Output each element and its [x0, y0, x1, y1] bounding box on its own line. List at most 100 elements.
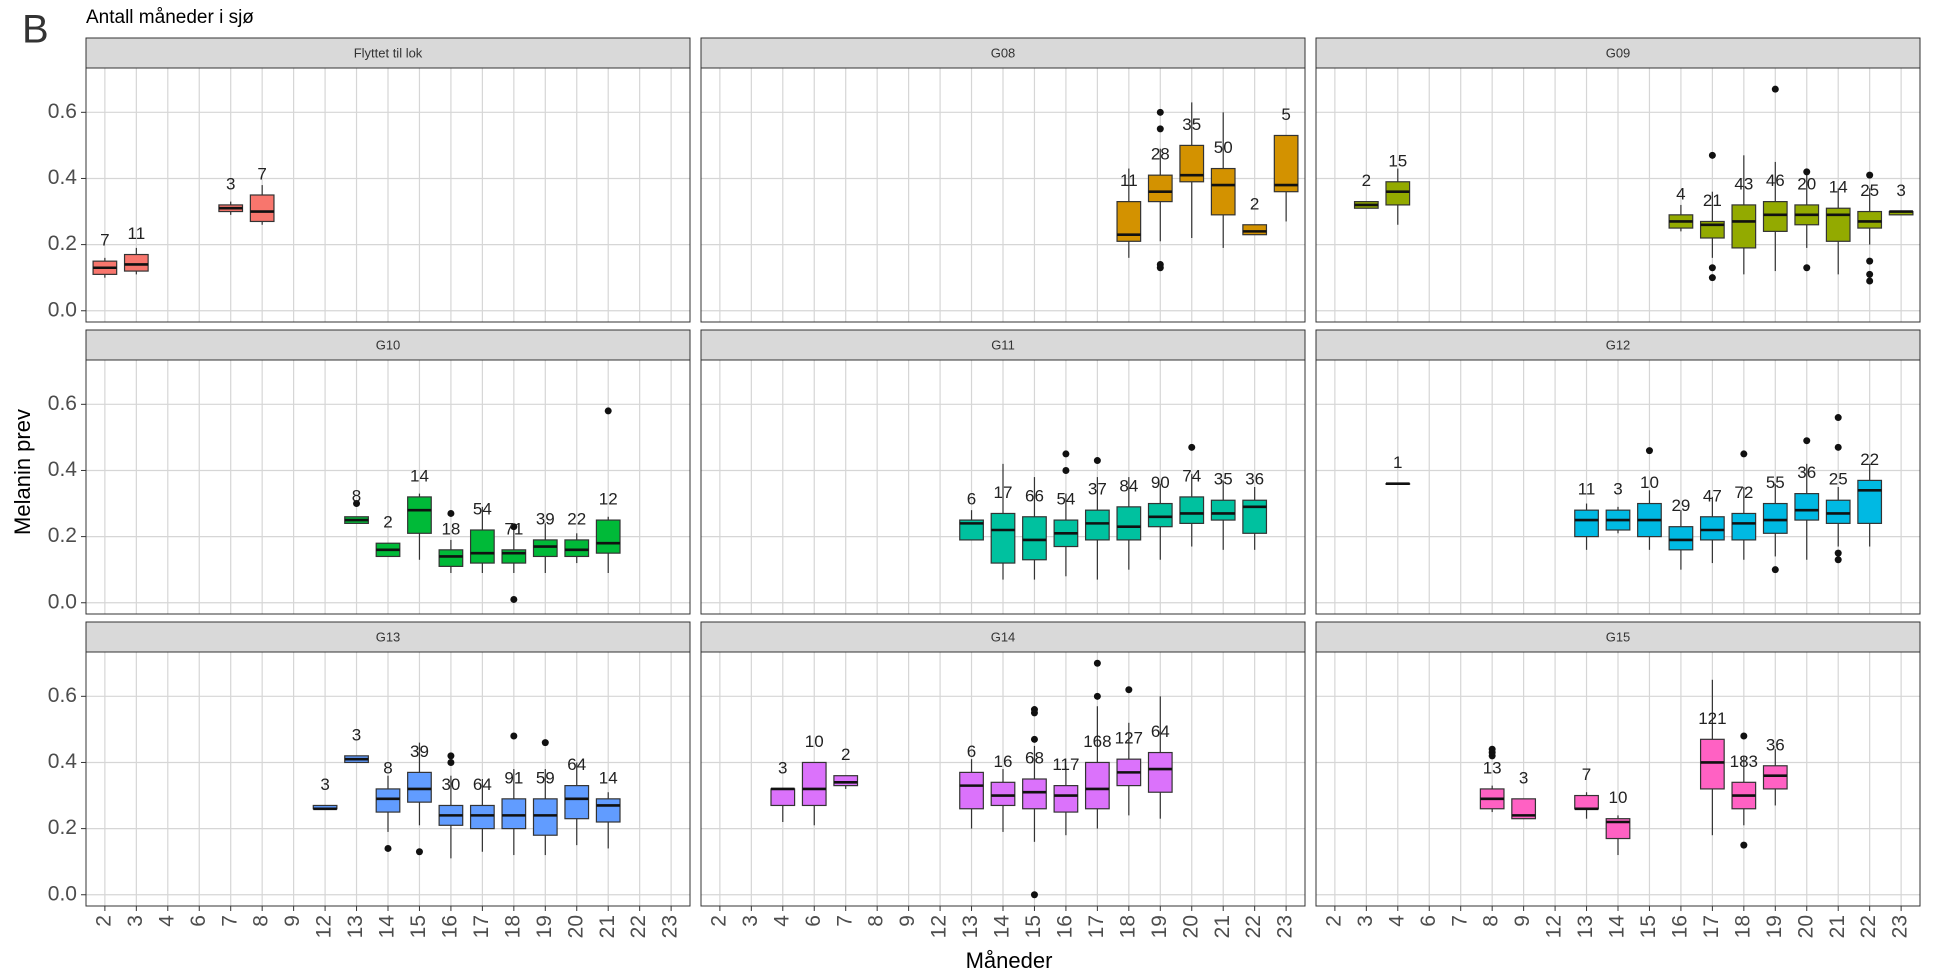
outlier: [1771, 566, 1779, 574]
panel-border: [1315, 67, 1921, 323]
count-label: 168: [1083, 732, 1111, 751]
count-label: 3: [1519, 768, 1528, 787]
outlier: [1834, 414, 1842, 422]
outlier: [1834, 556, 1842, 564]
x-tick-label: 22: [627, 915, 650, 938]
count-label: 36: [1766, 735, 1785, 754]
strip-label: G15: [1606, 629, 1631, 644]
count-label: 2: [1362, 171, 1371, 190]
x-tick-label: 23: [1889, 915, 1912, 938]
box: [990, 781, 1016, 807]
count-label: 6: [967, 742, 976, 761]
strip-label: G10: [376, 337, 401, 352]
box: [501, 798, 527, 830]
y-tick-label: 0.2: [48, 524, 77, 547]
count-label: 39: [536, 509, 555, 528]
outlier: [1866, 277, 1874, 285]
outlier: [447, 509, 455, 517]
strip-label: G12: [1606, 337, 1631, 352]
box: [1699, 516, 1725, 541]
strip: [85, 37, 691, 69]
outlier: [1708, 274, 1716, 282]
x-tick-label: 2: [1322, 915, 1345, 927]
x-tick-label: 20: [1179, 915, 1202, 938]
x-tick-label: 4: [155, 915, 178, 927]
x-tick-label: 6: [187, 915, 210, 927]
outlier: [1645, 447, 1653, 455]
outlier: [1708, 151, 1716, 159]
x-tick-label: 12: [1543, 915, 1566, 938]
x-tick-label: 3: [124, 915, 147, 927]
outlier: [1093, 457, 1101, 465]
count-label: 64: [1151, 722, 1170, 741]
box: [595, 519, 621, 554]
count-label: 91: [504, 768, 523, 787]
x-tick-label: 15: [1022, 915, 1045, 938]
x-tick-label: 18: [501, 915, 524, 938]
box: [532, 539, 558, 558]
count-label: 17: [994, 483, 1013, 502]
count-label: 5: [1281, 105, 1290, 124]
x-tick-label: 7: [1448, 915, 1471, 927]
outlier: [1156, 108, 1164, 116]
box: [1668, 526, 1694, 551]
x-tick-label: 6: [802, 915, 825, 927]
box: [1116, 201, 1142, 242]
count-label: 39: [410, 742, 429, 761]
strip: [700, 621, 1306, 653]
box: [1147, 502, 1173, 528]
x-tick-label: 22: [1242, 915, 1265, 938]
outlier: [1803, 168, 1811, 176]
box: [1179, 496, 1205, 524]
box: [1084, 761, 1110, 810]
outlier: [447, 758, 455, 766]
x-tick-label: 21: [1211, 915, 1234, 938]
count-label: 72: [1734, 483, 1753, 502]
outlier: [1125, 686, 1133, 694]
panel-border: [700, 651, 1306, 907]
count-label: 8: [383, 758, 392, 777]
count-label: 2: [1250, 194, 1259, 213]
x-tick-label: 20: [564, 915, 587, 938]
x-tick-label: 4: [1385, 915, 1408, 927]
x-tick-label: 14: [376, 915, 399, 939]
x-tick-label: 22: [1857, 915, 1880, 938]
x-tick-label: 17: [1700, 915, 1723, 938]
count-label: 3: [226, 174, 235, 193]
x-tick-label: 12: [313, 915, 336, 938]
outlier: [1156, 260, 1164, 268]
count-label: 37: [1088, 480, 1107, 499]
box: [1210, 499, 1236, 521]
outlier: [1866, 257, 1874, 265]
count-label: 6: [967, 490, 976, 509]
count-label: 3: [352, 725, 361, 744]
count-label: 22: [1860, 450, 1879, 469]
chart-title: Antall måneder i sjø: [86, 7, 254, 28]
count-label: 7: [100, 231, 109, 250]
box: [564, 785, 590, 820]
x-tick-label: 16: [1053, 915, 1076, 938]
x-tick-label: 9: [281, 915, 304, 927]
outlier: [415, 848, 423, 856]
count-label: 16: [994, 752, 1013, 771]
outlier: [541, 739, 549, 747]
y-tick-label: 0.4: [48, 750, 78, 773]
y-tick-label: 0.0: [48, 590, 77, 613]
count-label: 25: [1860, 181, 1879, 200]
outlier: [1188, 443, 1196, 451]
count-label: 8: [352, 486, 361, 505]
outlier: [1866, 171, 1874, 179]
x-tick-label: 3: [739, 915, 762, 927]
box: [1179, 144, 1205, 183]
box: [959, 519, 984, 541]
box: [407, 771, 432, 803]
count-label: 28: [1151, 145, 1170, 164]
box: [1147, 751, 1173, 793]
count-label: 18: [441, 519, 460, 538]
panel-border: [85, 651, 691, 907]
y-tick-label: 0.2: [48, 816, 77, 839]
x-tick-label: 16: [1668, 915, 1691, 938]
y-tick-label: 0.2: [48, 232, 77, 255]
count-label: 11: [128, 224, 146, 243]
